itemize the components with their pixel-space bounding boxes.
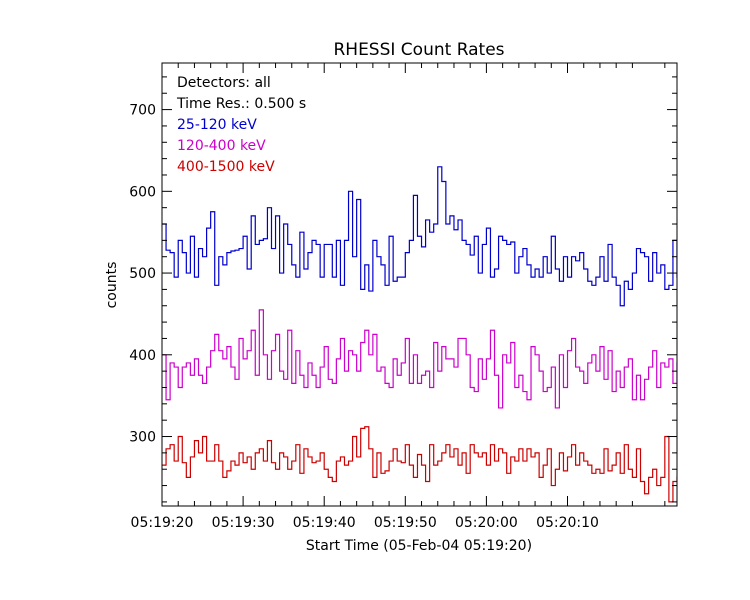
y-tick-label: 700: [129, 103, 156, 119]
x-tick-label: 05:19:20: [131, 515, 194, 531]
legend-series-3: 400-1500 keV: [177, 159, 275, 175]
series-line-3: [162, 426, 677, 503]
plot-area: [162, 166, 677, 503]
plot-frame: [161, 62, 678, 507]
y-tick-label: 600: [129, 184, 156, 200]
y-tick-label: 300: [129, 430, 156, 446]
y-axis-label: counts: [104, 262, 120, 309]
x-axis-label: Start Time (05-Feb-04 05:19:20): [306, 538, 532, 554]
legend-series-2: 120-400 keV: [177, 138, 266, 154]
x-tick-label: 05:19:40: [293, 515, 356, 531]
y-tick-label: 400: [129, 348, 156, 364]
x-tick-label: 05:19:30: [212, 515, 275, 531]
x-tick-label: 05:20:00: [455, 515, 518, 531]
x-tick-label: 05:19:50: [374, 515, 437, 531]
x-tick-label: 05:20:10: [536, 515, 599, 531]
y-tick-label: 500: [129, 266, 156, 282]
legend-info-time-res: Time Res.: 0.500 s: [176, 96, 306, 112]
tick-labels: 300 400 500 600 700 05:19:20 05:19:30 05:19:40 0…: [129, 103, 599, 531]
series-line-1: [162, 166, 677, 307]
chart-title: RHESSI Count Rates: [333, 40, 504, 60]
legend-series-1: 25-120 keV: [177, 117, 257, 133]
series-line-2: [162, 309, 677, 409]
legend-info-detectors: Detectors: all: [177, 75, 271, 91]
legend: Detectors: all Time Res.: 0.500 s 25-120…: [176, 75, 306, 175]
